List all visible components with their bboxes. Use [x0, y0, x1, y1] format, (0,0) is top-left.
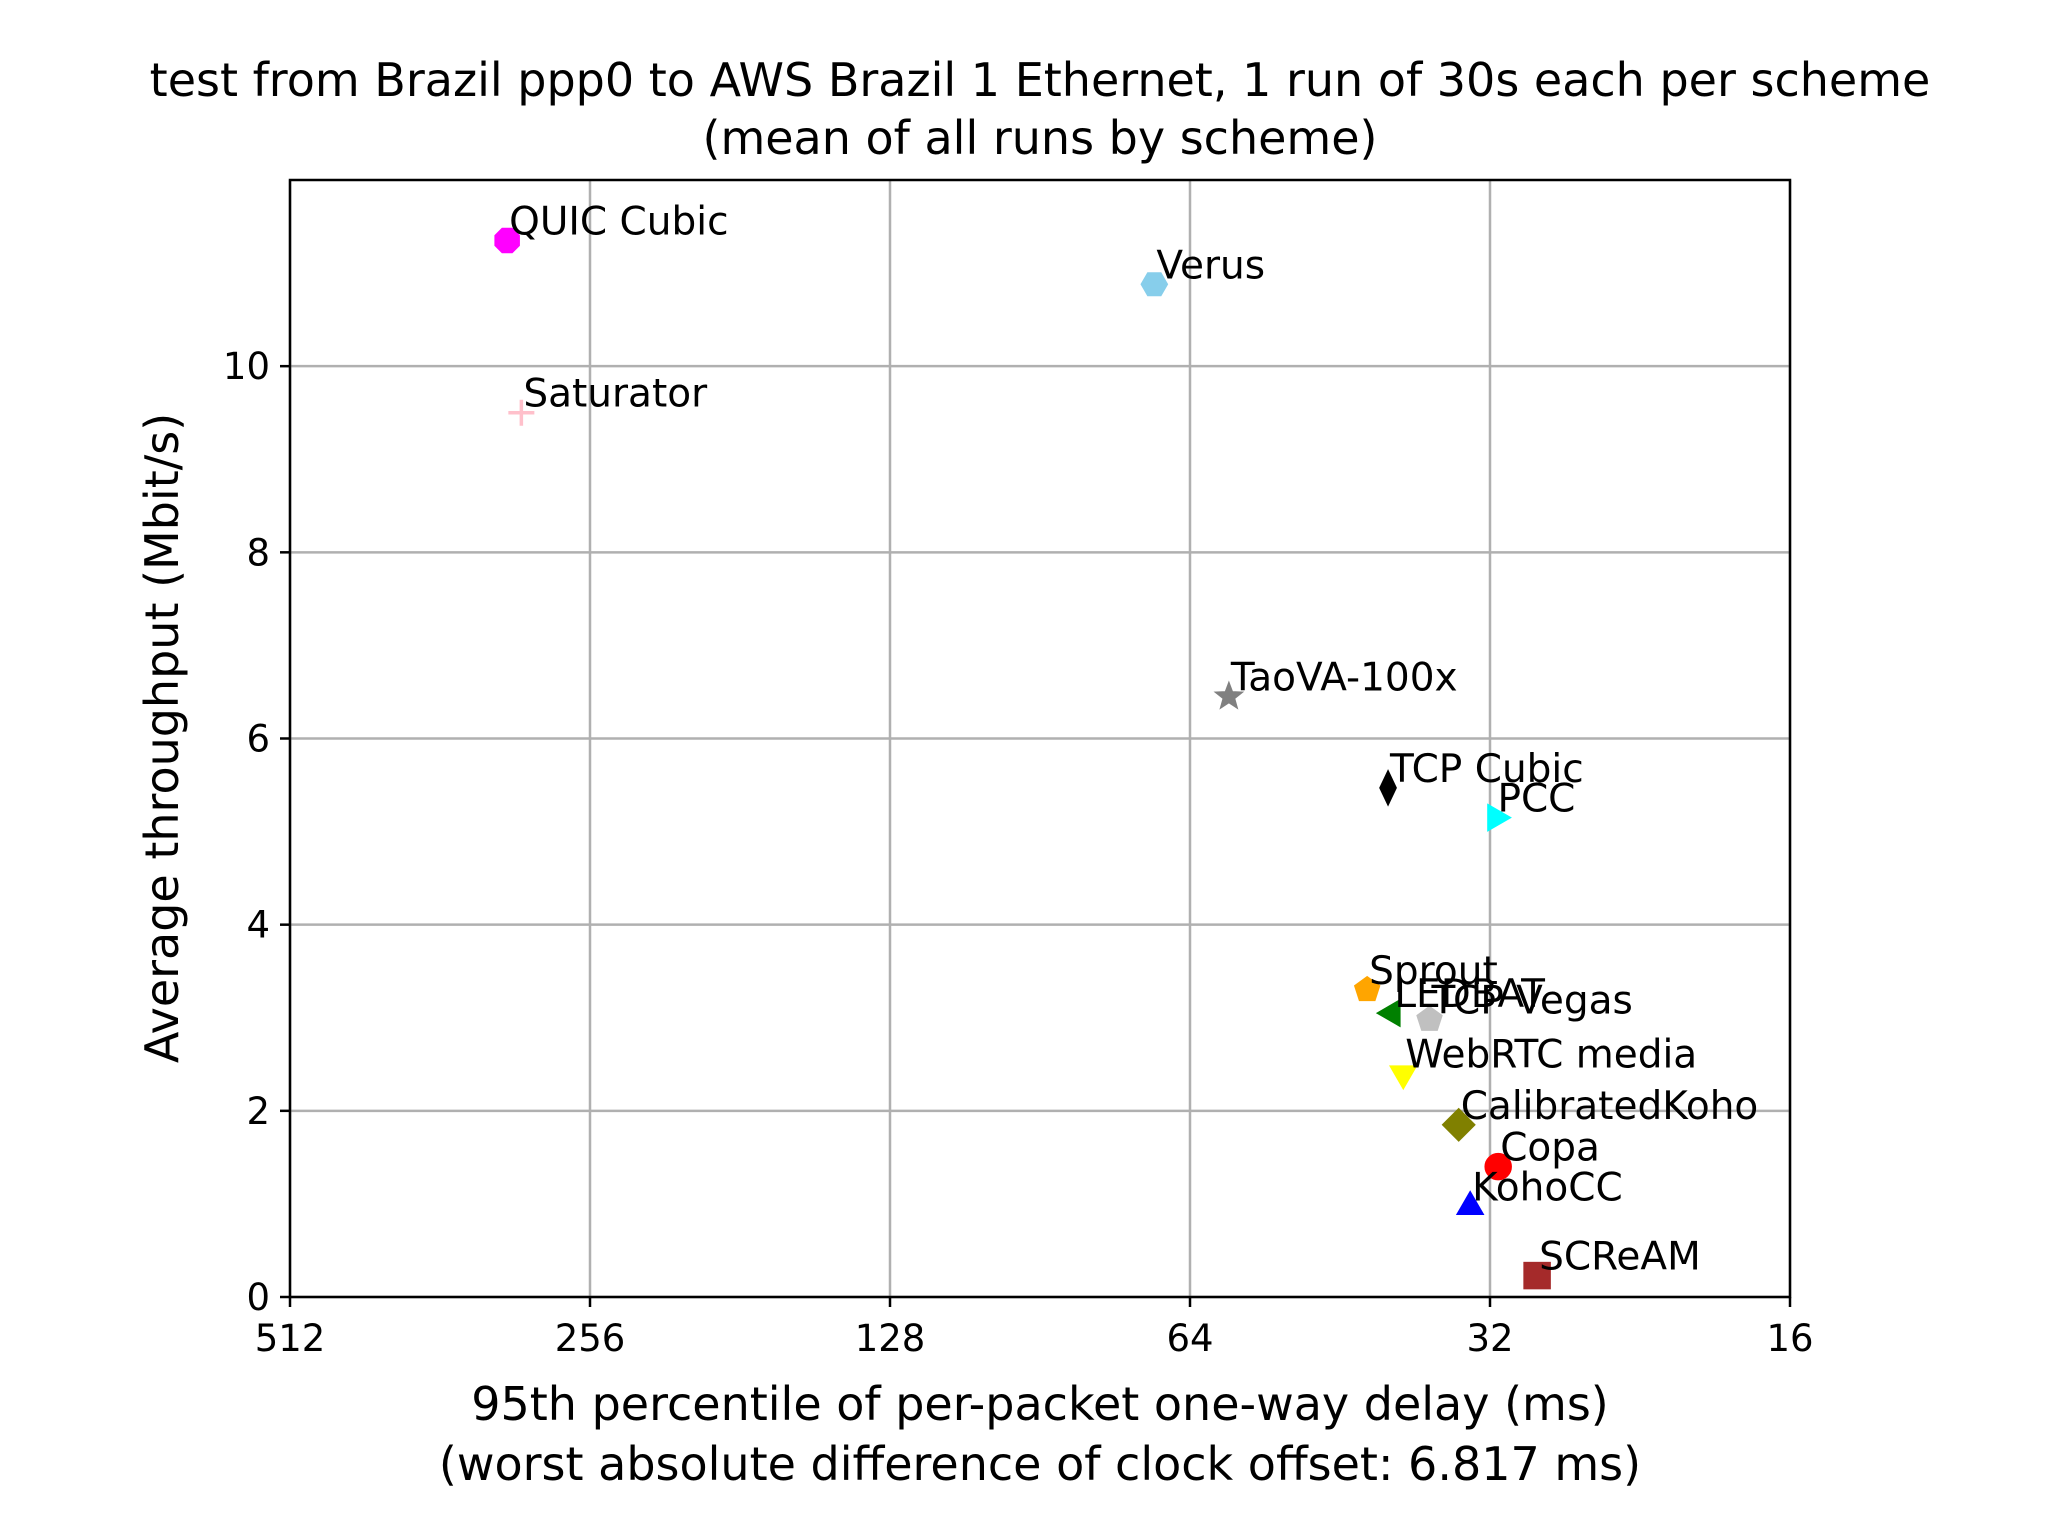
data-point [1388, 1065, 1418, 1091]
data-point [1487, 803, 1512, 832]
y-tick-label: 10 [223, 345, 270, 388]
x-tick-label: 128 [855, 1317, 926, 1360]
x-tick-label: 256 [555, 1317, 626, 1360]
point-label: TaoVA-100x [1230, 656, 1458, 701]
data-point [508, 399, 535, 426]
x-tick-label: 16 [1766, 1317, 1813, 1360]
point-label: TCP Cubic [1389, 747, 1584, 792]
x-tick-label: 512 [255, 1317, 326, 1360]
y-tick-label: 0 [246, 1276, 270, 1319]
data-point [1455, 1190, 1485, 1215]
data-point [1375, 998, 1401, 1028]
point-label: PCC [1497, 777, 1575, 822]
data-point [1523, 1261, 1551, 1290]
y-tick-label: 8 [246, 531, 270, 574]
y-tick-label: 4 [246, 904, 270, 947]
y-tick-label: 6 [246, 718, 270, 761]
point-label: KohoCC [1472, 1166, 1623, 1211]
chart-subtitle: (mean of all runs by scheme) [703, 111, 1378, 165]
point-label: Copa [1500, 1126, 1600, 1171]
data-point [1441, 1107, 1476, 1142]
data-point [1353, 975, 1381, 1002]
data-point [494, 227, 520, 254]
x-tick-label: 32 [1466, 1317, 1513, 1360]
x-axis-sublabel: (worst absolute difference of clock offs… [439, 1437, 1641, 1491]
point-label: WebRTC media [1405, 1033, 1697, 1078]
data-point [1140, 272, 1169, 297]
data-point [1484, 1152, 1512, 1181]
y-axis-label: Average throughput (Mbit/s) [135, 413, 189, 1063]
point-label: CalibratedKoho [1461, 1084, 1759, 1129]
x-tick-label: 64 [1166, 1317, 1213, 1360]
y-tick-label: 2 [246, 1090, 270, 1133]
y-axis-ticks: 0 2 4 6 8 10 [223, 345, 290, 1319]
x-axis-label: 95th percentile of per-packet one-way de… [471, 1377, 1609, 1431]
chart-title: test from Brazil ppp0 to AWS Brazil 1 Et… [150, 53, 1931, 107]
data-point [1379, 769, 1397, 807]
point-label: LEDBAT [1394, 972, 1545, 1017]
data-point [1213, 680, 1245, 710]
point-label: QUIC Cubic [509, 200, 728, 245]
point-label: Sprout [1369, 949, 1498, 994]
data-point [1416, 1005, 1443, 1031]
data-points [494, 227, 1551, 1290]
point-label: SCReAM [1539, 1235, 1701, 1280]
point-label: TCP Vegas [1431, 979, 1633, 1024]
point-labels: QUIC Cubic Verus Saturator TaoVA-100x TCP Cu… [509, 200, 1758, 1280]
point-label: Verus [1156, 243, 1265, 288]
x-axis-ticks: 512 256 128 64 32 16 [255, 1297, 1814, 1360]
point-label: Saturator [523, 372, 708, 417]
